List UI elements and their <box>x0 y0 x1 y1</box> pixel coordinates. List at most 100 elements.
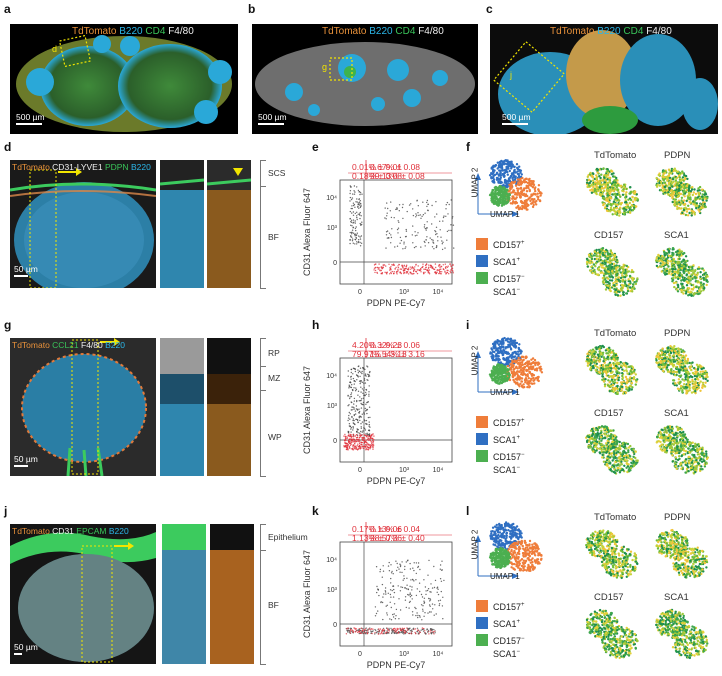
cell-dot <box>603 380 605 382</box>
event-dot <box>387 237 388 238</box>
cell-dot <box>677 271 679 273</box>
cell-dot <box>689 196 691 198</box>
event-dot <box>356 419 357 420</box>
cell-dot <box>612 213 614 215</box>
cell-dot <box>589 256 591 258</box>
event-dot <box>359 437 360 438</box>
cell-dot <box>623 264 625 266</box>
cell-dot <box>603 346 605 348</box>
cell-dot <box>614 368 616 370</box>
cell-dot <box>664 182 666 184</box>
event-dot <box>363 427 364 428</box>
cell-dot <box>591 272 593 274</box>
event-dot <box>420 246 421 247</box>
cell-dot <box>667 360 669 362</box>
cell-dot <box>674 360 676 362</box>
cell-dot <box>616 274 618 276</box>
cell-dot <box>589 350 591 352</box>
event-dot <box>372 446 373 447</box>
cell-dot <box>503 337 505 339</box>
event-dot <box>360 372 361 373</box>
event-dot <box>412 273 413 274</box>
cell-dot <box>671 197 673 199</box>
cell-dot <box>604 262 606 264</box>
cell-dot <box>668 353 670 355</box>
cell-dot <box>662 354 664 356</box>
umap-axis-x-label: UMAP 1 <box>490 388 520 397</box>
event-dot <box>425 239 426 240</box>
cell-dot <box>627 204 629 206</box>
cell-dot <box>620 277 622 279</box>
cell-dot <box>664 259 666 261</box>
event-dot <box>359 371 360 372</box>
cell-dot <box>599 251 601 253</box>
region-label-rp: RP <box>268 348 280 358</box>
event-dot <box>425 269 426 270</box>
cell-dot <box>598 266 600 268</box>
cell-dot <box>687 205 689 207</box>
event-dot <box>367 374 368 375</box>
event-dot <box>397 271 398 272</box>
cell-dot <box>692 284 694 286</box>
cell-dot <box>673 203 675 205</box>
cell-dot <box>602 204 604 206</box>
event-dot <box>354 368 355 369</box>
event-dot <box>369 427 370 428</box>
event-dot <box>415 235 416 236</box>
cell-dot <box>507 344 509 346</box>
cell-dot <box>672 274 674 276</box>
event-dot <box>351 427 352 428</box>
event-dot <box>370 438 371 439</box>
event-dot <box>356 374 357 375</box>
cell-dot <box>629 282 631 284</box>
cell-dot <box>537 198 539 200</box>
cell-dot <box>660 181 662 183</box>
cell-dot <box>607 257 609 259</box>
event-dot <box>350 376 351 377</box>
cell-dot <box>603 356 605 358</box>
cell-dot <box>492 166 494 168</box>
event-dot <box>351 233 352 234</box>
cell-dot <box>513 342 515 344</box>
event-dot <box>368 391 369 392</box>
cell-dot <box>675 277 677 279</box>
event-dot <box>357 219 358 220</box>
event-dot <box>415 216 416 217</box>
cell-dot <box>677 171 679 173</box>
cell-dot <box>614 291 616 293</box>
event-dot <box>451 266 452 267</box>
event-dot <box>398 228 399 229</box>
cell-dot <box>609 381 611 383</box>
cell-dot <box>592 350 594 352</box>
event-dot <box>429 269 430 270</box>
event-dot <box>351 448 352 449</box>
event-dot <box>382 272 383 273</box>
cell-dot <box>681 283 683 285</box>
event-dot <box>406 268 407 269</box>
cell-dot <box>678 192 680 194</box>
cell-dot <box>682 253 684 255</box>
cell-dot <box>595 346 597 348</box>
cell-dot <box>629 286 631 288</box>
cell-dot <box>677 284 679 286</box>
event-dot <box>401 269 402 270</box>
cell-dot <box>657 254 659 256</box>
event-dot <box>364 419 365 420</box>
cell-dot <box>594 188 596 190</box>
cell-dot <box>590 366 592 368</box>
event-dot <box>361 224 362 225</box>
cell-dot <box>668 183 670 185</box>
cell-dot <box>667 262 669 264</box>
cell-dot <box>635 373 637 375</box>
cell-dot <box>670 260 672 262</box>
stain-b220: B220 <box>131 162 151 172</box>
cell-dot <box>691 278 693 280</box>
event-dot <box>360 245 361 246</box>
event-dot <box>388 237 389 238</box>
event-dot <box>421 216 422 217</box>
cell-dot <box>625 201 627 203</box>
event-dot <box>349 398 350 399</box>
cell-dot <box>680 186 682 188</box>
event-dot <box>418 215 419 216</box>
event-dot <box>364 378 365 379</box>
